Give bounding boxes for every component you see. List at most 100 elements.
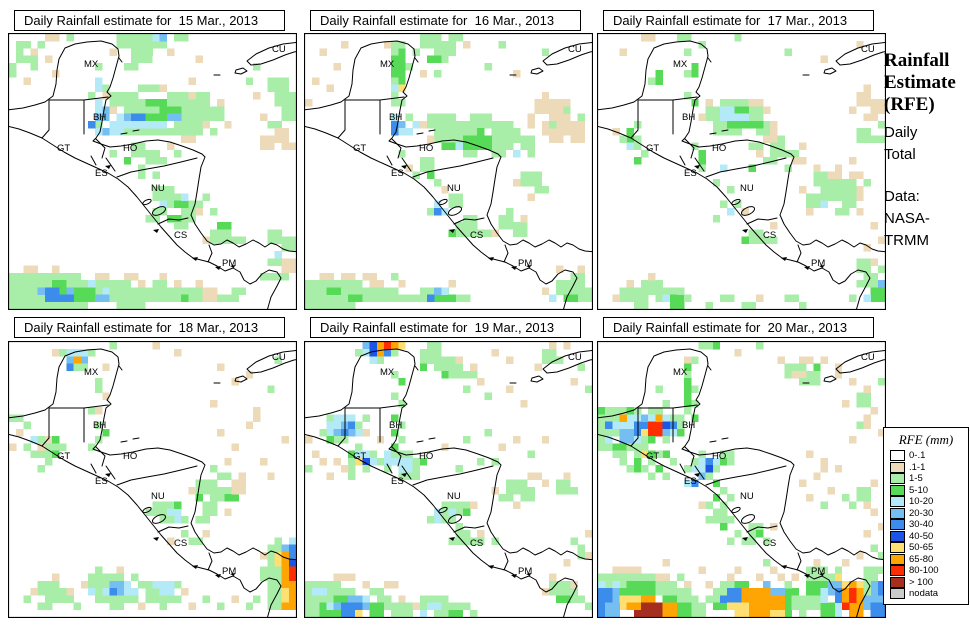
legend-entry-50-65: 50-65 bbox=[884, 542, 968, 554]
country-label-HO: HO bbox=[712, 143, 726, 154]
product-heading-line-3: (RFE) bbox=[884, 94, 935, 115]
country-label-CS: CS bbox=[174, 538, 187, 549]
legend-entry-20-30: 20-30 bbox=[884, 507, 968, 520]
country-label-NU: NU bbox=[740, 183, 754, 194]
country-label-MX: MX bbox=[380, 367, 395, 378]
legend-entry-30-40: 30-40 bbox=[884, 519, 968, 531]
legend-label: 10-20 bbox=[909, 496, 934, 508]
country-label-HO: HO bbox=[419, 143, 433, 154]
map-6: MX CU BH GT HO ES NU CS PM bbox=[597, 341, 886, 618]
legend-label: 40-50 bbox=[909, 530, 934, 542]
legend-entry-.1-1: .1-1 bbox=[884, 461, 968, 474]
country-label-NU: NU bbox=[151, 183, 165, 194]
country-label-PM: PM bbox=[518, 566, 532, 577]
legend-swatch-0-.1 bbox=[890, 450, 905, 462]
legend-swatch-nodata bbox=[890, 588, 905, 600]
panel-title-6: Daily Rainfall estimate for 20 Mar., 201… bbox=[603, 317, 874, 338]
legend-label: 50-65 bbox=[909, 542, 934, 554]
legend-swatch-> 100 bbox=[890, 576, 905, 588]
country-label-ES: ES bbox=[684, 476, 697, 487]
legend-label: .1-1 bbox=[909, 461, 926, 473]
legend-swatch-5-10 bbox=[890, 484, 905, 496]
product-heading-line-2: Estimate bbox=[884, 72, 956, 93]
product-heading: Rainfall Estimate (RFE) bbox=[884, 50, 956, 116]
country-label-NU: NU bbox=[447, 183, 461, 194]
map-4: MX CU BH GT HO ES NU CS PM bbox=[8, 341, 297, 618]
legend-entry-80-100: 80-100 bbox=[884, 565, 968, 577]
panel-title-1: Daily Rainfall estimate for 15 Mar., 201… bbox=[14, 10, 285, 31]
country-label-GT: GT bbox=[353, 143, 366, 154]
country-label-ES: ES bbox=[95, 476, 108, 487]
legend-label: nodata bbox=[909, 588, 939, 600]
map-1: MX CU BH GT HO ES NU CS PM bbox=[8, 33, 297, 310]
legend-entry-5-10: 5-10 bbox=[884, 484, 968, 497]
country-label-CU: CU bbox=[568, 44, 582, 55]
map-2: MX CU BH GT HO ES NU CS PM bbox=[304, 33, 593, 310]
country-label-PM: PM bbox=[811, 566, 825, 577]
legend-swatch-30-40 bbox=[890, 519, 905, 531]
country-label-BH: BH bbox=[682, 112, 695, 123]
country-label-CU: CU bbox=[568, 352, 582, 363]
country-label-HO: HO bbox=[419, 451, 433, 462]
legend-entry-0-.1: 0-.1 bbox=[884, 450, 968, 462]
legend-swatch-10-20 bbox=[890, 496, 905, 508]
country-label-CS: CS bbox=[763, 538, 776, 549]
country-label-PM: PM bbox=[518, 258, 532, 269]
country-label-MX: MX bbox=[673, 367, 688, 378]
country-label-GT: GT bbox=[57, 143, 70, 154]
legend-entry-nodata: nodata bbox=[884, 588, 968, 600]
country-label-HO: HO bbox=[712, 451, 726, 462]
country-label-CU: CU bbox=[272, 352, 286, 363]
legend-label: 30-40 bbox=[909, 519, 934, 531]
data-source-line-1: Data: bbox=[884, 188, 920, 205]
legend-swatch-50-65 bbox=[890, 542, 905, 554]
country-label-GT: GT bbox=[646, 143, 659, 154]
country-label-GT: GT bbox=[57, 451, 70, 462]
country-label-NU: NU bbox=[447, 491, 461, 502]
country-label-ES: ES bbox=[391, 476, 404, 487]
legend-entry-> 100: > 100 bbox=[884, 576, 968, 589]
country-label-BH: BH bbox=[389, 420, 402, 431]
legend-label: 5-10 bbox=[909, 484, 929, 496]
data-source-line-3: TRMM bbox=[884, 232, 929, 249]
legend-swatch-1-5 bbox=[890, 473, 905, 485]
country-label-CU: CU bbox=[861, 352, 875, 363]
country-label-CS: CS bbox=[763, 230, 776, 241]
legend-entry-40-50: 40-50 bbox=[884, 530, 968, 543]
country-label-GT: GT bbox=[353, 451, 366, 462]
country-label-PM: PM bbox=[222, 566, 236, 577]
country-label-MX: MX bbox=[84, 59, 99, 70]
country-label-BH: BH bbox=[389, 112, 402, 123]
legend-box: RFE (mm) 0-.1.1-1 1-5 5-10 10-20 20-30 30-40 4… bbox=[883, 427, 969, 605]
country-label-ES: ES bbox=[95, 168, 108, 179]
country-label-MX: MX bbox=[84, 367, 99, 378]
panel-title-3: Daily Rainfall estimate for 17 Mar., 201… bbox=[603, 10, 874, 31]
country-label-NU: NU bbox=[740, 491, 754, 502]
country-label-PM: PM bbox=[222, 258, 236, 269]
country-label-MX: MX bbox=[380, 59, 395, 70]
legend-entry-10-20: 10-20 bbox=[884, 496, 968, 508]
map-5: MX CU BH GT HO ES NU CS PM bbox=[304, 341, 593, 618]
country-label-CS: CS bbox=[470, 230, 483, 241]
legend-swatch-40-50 bbox=[890, 530, 905, 542]
legend-entry-65-80: 65-80 bbox=[884, 553, 968, 566]
legend-label: 1-5 bbox=[909, 473, 923, 485]
product-heading-line-1: Rainfall bbox=[884, 50, 950, 71]
legend-label: 0-.1 bbox=[909, 450, 926, 462]
legend-label: 20-30 bbox=[909, 507, 934, 519]
data-source-note: Data: NASA- TRMM bbox=[884, 186, 930, 252]
legend-swatch-80-100 bbox=[890, 565, 905, 577]
country-label-BH: BH bbox=[682, 420, 695, 431]
country-label-CU: CU bbox=[272, 44, 286, 55]
legend-label: 65-80 bbox=[909, 553, 934, 565]
product-subtitle-line-1: Daily bbox=[884, 124, 918, 141]
country-label-CS: CS bbox=[174, 230, 187, 241]
legend-entry-1-5: 1-5 bbox=[884, 473, 968, 485]
legend-swatch-20-30 bbox=[890, 507, 905, 519]
country-label-CU: CU bbox=[861, 44, 875, 55]
country-label-PM: PM bbox=[811, 258, 825, 269]
legend-title: RFE (mm) bbox=[898, 432, 954, 447]
country-label-HO: HO bbox=[123, 143, 137, 154]
country-label-ES: ES bbox=[684, 168, 697, 179]
